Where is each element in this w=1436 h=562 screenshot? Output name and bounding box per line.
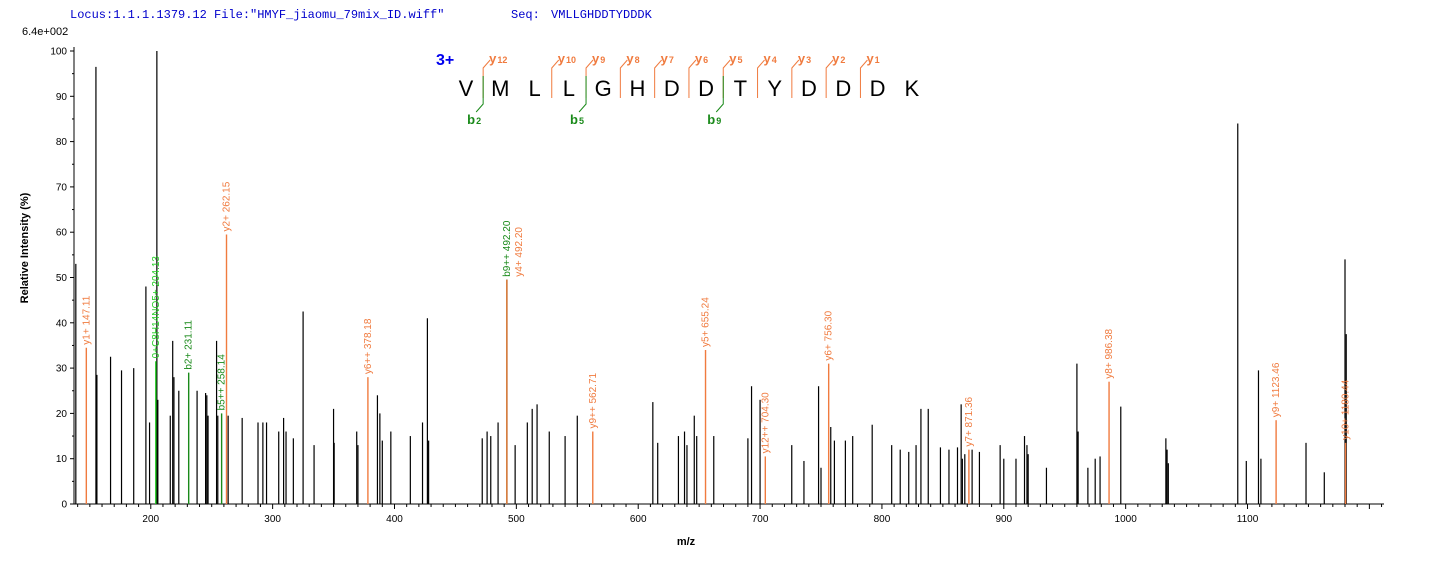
x-tick-label: 200 <box>142 514 159 525</box>
y-ion-bracket <box>757 59 765 98</box>
peak-annotation-label: y9+ 1123.46 <box>1271 362 1282 417</box>
b-ion-bracket <box>578 76 587 113</box>
max-intensity-label: 6.4e+002 <box>22 26 68 38</box>
y-tick-label: 100 <box>50 47 67 58</box>
peak-annotation-label: y2+ 262.15 <box>222 181 233 231</box>
y-ion-bracket <box>825 59 834 98</box>
sequence-residue: L <box>563 76 575 101</box>
y-ion-label: y10 <box>558 51 576 66</box>
sequence-value: VMLLGHDDTYDDDK <box>551 8 652 22</box>
peak-annotation-label: y9++ 562.71 <box>588 372 599 428</box>
sequence-residue: Y <box>767 76 782 101</box>
y-tick-label: 80 <box>56 137 68 148</box>
charge-state-label: 3+ <box>436 52 454 69</box>
sequence-residue: D <box>870 76 886 101</box>
y-ion-bracket <box>859 59 868 98</box>
y-axis-title: Relative Intensity (%) <box>19 192 31 303</box>
peak-annotation-label: y7+ 871.36 <box>964 396 975 446</box>
sequence-residue: M <box>491 76 509 101</box>
b-ion-label: b2 <box>467 112 481 127</box>
peak-annotation-label: y4+ 492.20 <box>514 227 525 277</box>
y-ion-label: y2 <box>832 51 845 66</box>
sequence-residue: G <box>595 76 612 101</box>
x-tick-label: 500 <box>508 514 525 525</box>
peak-annotation-label: y10+ 1180.44 <box>1341 379 1352 440</box>
peak-annotation-label: y6+ 756.30 <box>824 310 835 360</box>
y-tick-label: 30 <box>56 364 68 375</box>
y-ion-bracket <box>654 59 663 98</box>
x-tick-label: 300 <box>264 514 281 525</box>
y-tick-label: 70 <box>56 182 68 193</box>
peak-annotation-label: y1+ 147.11 <box>81 295 92 344</box>
y-tick-label: 40 <box>56 318 68 329</box>
x-tick-label: 700 <box>752 514 769 525</box>
sequence-residue: V <box>459 76 474 101</box>
y-tick-label: 10 <box>56 454 68 465</box>
x-tick-label: 600 <box>630 514 647 525</box>
sequence-residue: H <box>630 76 646 101</box>
peak-annotation-label: b5++ 258.14 <box>217 354 228 411</box>
b-ion-label: b5 <box>570 112 584 127</box>
sequence-residue: T <box>734 76 747 101</box>
y-ion-bracket <box>619 59 628 98</box>
x-tick-label: 1100 <box>1237 514 1259 525</box>
peak-annotation-label: y8+ 986.38 <box>1104 328 1115 378</box>
y-tick-label: 50 <box>56 273 68 284</box>
y-tick-label: 60 <box>56 228 68 239</box>
y-ion-bracket <box>688 59 697 98</box>
peak-annotation-label: 0+C8H14NO5+ 204.13 <box>151 256 162 359</box>
sequence-residue: D <box>664 76 680 101</box>
y-ion-label: y7 <box>661 51 674 66</box>
y-ion-bracket <box>791 59 800 98</box>
b-ion-bracket <box>475 76 484 113</box>
peak-annotation-label: b2+ 231.11 <box>184 320 195 370</box>
sequence-residue: D <box>698 76 714 101</box>
peak-annotation-label: b9++ 492.20 <box>502 220 513 277</box>
x-tick-label: 1000 <box>1115 514 1138 525</box>
y-ion-bracket <box>551 59 560 98</box>
locus-file-label: Locus:1.1.1.1379.12 File:"HMYF_jiaomu_79… <box>70 8 445 22</box>
sequence-label: Seq: <box>511 8 540 22</box>
x-tick-label: 400 <box>386 514 403 525</box>
y-ion-label: y1 <box>866 51 879 66</box>
sequence-residue: D <box>801 76 817 101</box>
y-tick-label: 20 <box>56 409 68 420</box>
y-ion-label: y8 <box>626 51 639 66</box>
y-tick-label: 0 <box>61 500 67 511</box>
x-tick-label: 800 <box>874 514 891 525</box>
x-axis-title: m/z <box>677 536 696 548</box>
y-ion-label: y12 <box>489 51 507 66</box>
peak-annotation-label: y12++ 704.30 <box>760 392 771 454</box>
y-ion-label: y3 <box>798 51 811 66</box>
plot-area: 0 10 20 30 40 50 60 70 80 90 100 200 300 400 500 600 700… <box>50 47 1384 525</box>
sequence-residue: D <box>835 76 851 101</box>
sequence-residue: L <box>528 76 540 101</box>
peak-annotation-label: y5+ 655.24 <box>701 297 712 347</box>
y-ion-label: y4 <box>764 51 777 66</box>
y-ion-label: y9 <box>592 51 605 66</box>
y-ion-label: y6 <box>695 51 708 66</box>
sequence-residue: K <box>905 76 920 101</box>
y-tick-label: 90 <box>56 92 68 103</box>
b-ion-bracket <box>715 76 724 113</box>
b-ion-label: b9 <box>707 112 721 127</box>
y-ion-label: y5 <box>729 51 742 66</box>
x-tick-label: 900 <box>995 514 1012 525</box>
peak-annotation-label: y6++ 378.18 <box>363 318 374 374</box>
